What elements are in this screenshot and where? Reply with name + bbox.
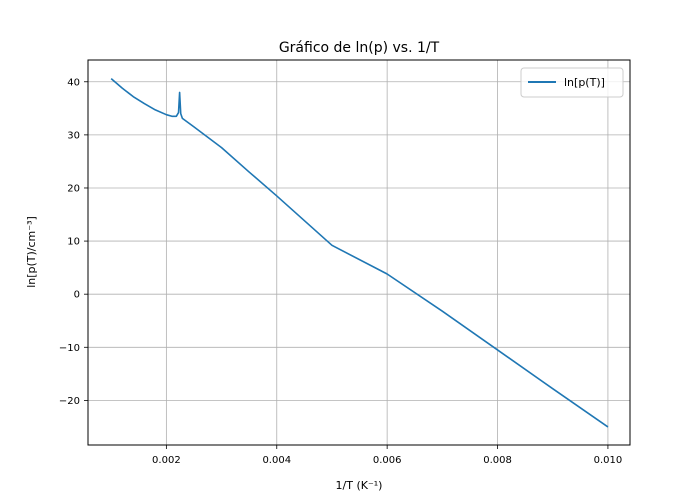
grid [88, 60, 630, 445]
legend: ln[p(T)] [520, 67, 624, 98]
y-tick-label: 0 [74, 290, 80, 301]
y-tick-label: −20 [59, 396, 80, 407]
y-tick-label: 30 [67, 130, 80, 141]
x-axis-label: 1/T (K⁻¹) [336, 479, 383, 492]
y-tick-label: 40 [67, 77, 80, 88]
y-tick-label: 10 [67, 237, 80, 248]
x-tick-label: 0.010 [594, 455, 623, 466]
y-tick-label: 20 [67, 183, 80, 194]
x-tick-label: 0.002 [152, 455, 181, 466]
series-layer [110, 77, 609, 428]
legend-label: ln[p(T)] [564, 76, 605, 89]
plot-frame [87, 59, 631, 446]
x-tick-label: 0.008 [483, 455, 512, 466]
plot-area [88, 60, 630, 445]
series-line [110, 77, 609, 428]
y-axis-label: ln[p(T)/cm⁻³] [25, 216, 38, 288]
x-tick-label: 0.006 [373, 455, 402, 466]
y-tick-label: −10 [59, 343, 80, 354]
legend-box [520, 67, 624, 98]
ticks: 0.002 0.004 0.006 0.008 0.010 −20 −10 0 10 20 30 40 [59, 77, 622, 466]
x-tick-label: 0.004 [262, 455, 291, 466]
chart-title: Gráfico de ln(p) vs. 1/T [279, 40, 440, 56]
